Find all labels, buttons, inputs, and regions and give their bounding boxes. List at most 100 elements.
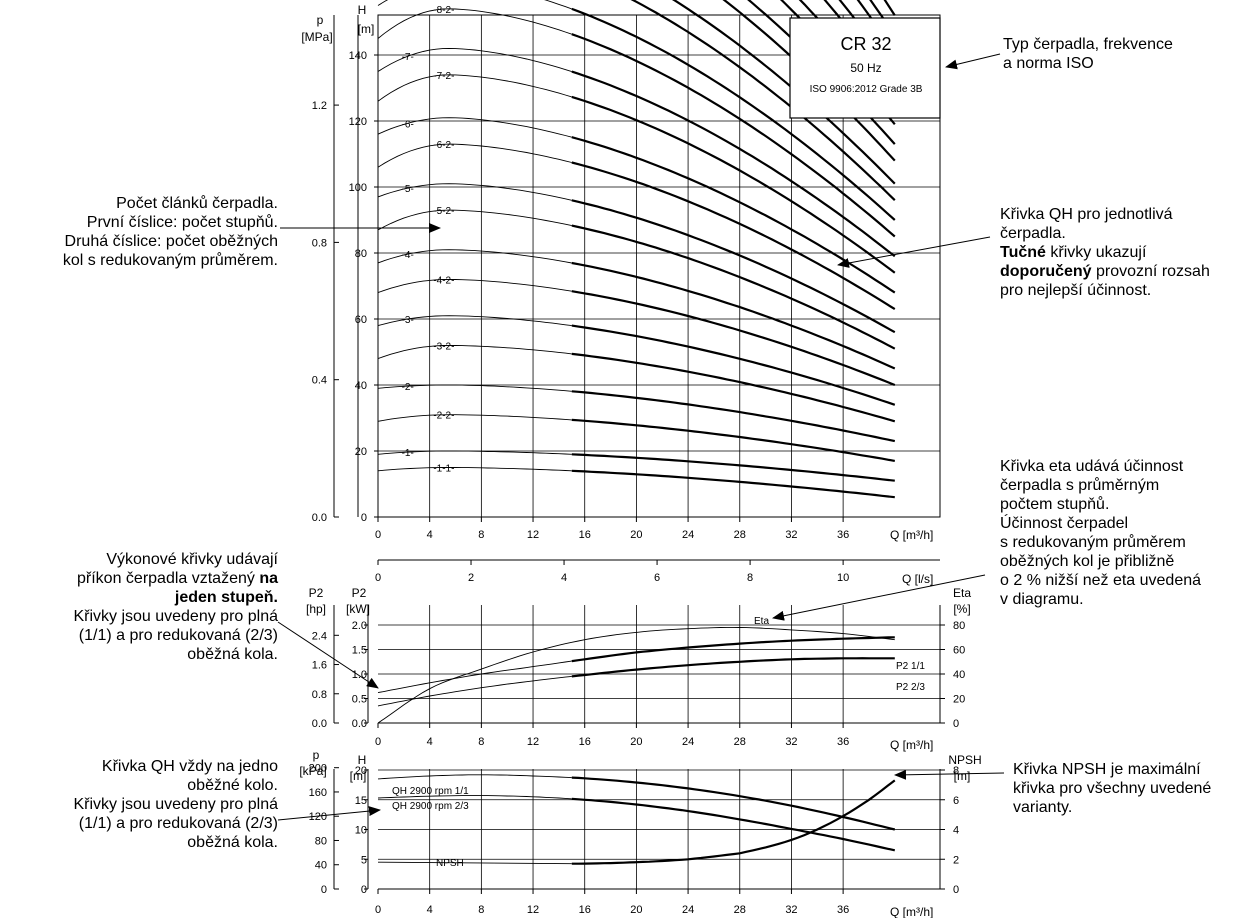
power-eta-panel: 0 4 8 12 16 20 24 28 32 360.00.51.01.52.00.00.81.… <box>306 586 971 752</box>
single-series-bold-2 <box>571 779 896 865</box>
qh-curve-thin <box>377 344 572 360</box>
single-kpa-tick-label: 40 <box>315 860 327 872</box>
power-x-tick-label: 12 <box>527 736 539 748</box>
npsh-note-line: křivka pro všechny uvedené <box>1013 780 1212 797</box>
power-eta-tick-label: 20 <box>953 694 965 706</box>
single-x-tick-label: 16 <box>579 904 591 916</box>
type-box-standard: ISO 9906:2012 Grade 3B <box>810 84 923 95</box>
eta-note-line: Křivka eta udává účinnost <box>1000 458 1184 475</box>
segments-note-line: Druhá číslice: počet oběžných <box>64 233 278 250</box>
single-kpa-tick-label: 0 <box>321 884 327 896</box>
ls-x-tick-label: 2 <box>468 572 474 584</box>
qh-curve-label: -4-2- <box>433 275 454 286</box>
qh-panel: 0481216202428323602040608010012014016018… <box>301 0 941 542</box>
qh-y2-label: p <box>317 13 324 27</box>
power-series-bold-p211 <box>571 636 895 663</box>
qh-x-tick-label: 12 <box>527 529 539 541</box>
power-y-tick-label: 1.5 <box>352 645 367 657</box>
p2-full-series-label: P2 1/1 <box>896 661 925 672</box>
single-x-tick-label: 36 <box>837 904 849 916</box>
flow-ls-axis: 0 2 4 6 8 10 Q [l/s] <box>375 559 940 586</box>
qh-x-tick-label: 28 <box>734 529 746 541</box>
power-eta-label: Eta <box>953 586 971 600</box>
power-hp-unit: [hp] <box>306 602 326 616</box>
single-y-tick-label: 20 <box>355 765 367 777</box>
single-y-tick-label: 10 <box>355 825 367 837</box>
ls-x-label: Q [l/s] <box>902 572 933 586</box>
power-series-eta <box>377 626 895 724</box>
type-box-model: CR 32 <box>840 34 891 54</box>
qh-y-tick-label: 20 <box>355 446 367 458</box>
eta-note: Křivka eta udává účinnost čerpadla s prů… <box>1000 457 1250 609</box>
qh-curve-thin <box>377 8 572 39</box>
qh-y-label: H <box>358 3 367 17</box>
power-eta-unit: [%] <box>953 602 970 616</box>
qh-note-line: doporučený provozní rozsah <box>1000 262 1240 281</box>
single-kpa-tick-label: 160 <box>309 787 327 799</box>
power-eta-tick-label: 60 <box>953 645 965 657</box>
single-npsh-label: NPSH <box>948 753 981 767</box>
single-npsh-tick-label: 0 <box>953 884 959 896</box>
qh-x-tick-label: 36 <box>837 529 849 541</box>
arrow-qh-curves <box>837 236 991 268</box>
qh-curve-label: -1-1- <box>433 464 454 475</box>
qh-y-tick-label: 60 <box>355 314 367 326</box>
qh-curve-thin <box>377 414 572 422</box>
qh-curve-bold <box>571 418 895 462</box>
power-y-tick-label: 2.0 <box>352 620 367 632</box>
qh-curve-label: -1- <box>402 448 414 459</box>
arrow-power <box>277 621 379 689</box>
power-note-line: příkon čerpadla vztažený na <box>10 569 278 588</box>
qh-x-tick-label: 32 <box>785 529 797 541</box>
qh-curve-thin <box>377 0 572 10</box>
single-npsh-tick-label: 8 <box>953 765 959 777</box>
single-series-bold-1 <box>571 797 896 852</box>
qh-curve-bold <box>571 290 896 387</box>
qh-curve-thin <box>377 143 572 168</box>
qh-note-line: čerpadla. <box>1000 225 1066 242</box>
type-note-line: a norma ISO <box>1003 55 1094 72</box>
single-npsh-thin <box>377 861 572 865</box>
single-y-tick-label: 0 <box>361 884 367 896</box>
qh-curve-thin <box>377 117 572 138</box>
qh-curve-thin <box>377 278 572 294</box>
power-note-bold: na <box>259 570 278 587</box>
single-y-tick-label: 15 <box>355 795 367 807</box>
power-hp-tick-label: 2.4 <box>312 630 327 642</box>
power-y-label: P2 <box>352 586 367 600</box>
power-x-tick-label: 32 <box>785 736 797 748</box>
qh-curve-label: -5-2- <box>433 206 454 217</box>
power-x-tick-label: 20 <box>630 736 642 748</box>
single-qh-note: Křivka QH vždy na jedno oběžné kolo. Kři… <box>10 757 278 852</box>
power-x-tick-label: 28 <box>734 736 746 748</box>
ls-x-tick-label: 10 <box>837 572 849 584</box>
npsh-note-line: varianty. <box>1013 799 1073 816</box>
qh-x-tick-label: 16 <box>579 529 591 541</box>
qh-curve-label: -6-2- <box>433 140 454 151</box>
power-hp-tick-label: 0.8 <box>312 689 327 701</box>
single-x-tick-label: 12 <box>527 904 539 916</box>
qh-y-tick-label: 40 <box>355 380 367 392</box>
power-x-label: Q [m³/h] <box>890 738 933 752</box>
qh-curve-label: -8-2- <box>433 5 454 16</box>
qh-curve-bold <box>571 199 896 334</box>
qh-mpa-tick-label: 1.2 <box>312 100 327 112</box>
power-series-p211 <box>377 660 572 694</box>
qh-curve-label: -2-2- <box>433 411 454 422</box>
single-kpa-tick-label: 120 <box>309 811 327 823</box>
single-qh-note-line: oběžná kola. <box>187 834 278 851</box>
power-y-tick-label: 0.0 <box>352 718 367 730</box>
qh-curve-label: -7-2- <box>433 71 454 82</box>
segments-note-line: kol s redukovaným průměrem. <box>62 252 278 269</box>
power-series-p223 <box>377 675 572 707</box>
qh-curve-bold <box>571 161 896 311</box>
single-x-tick-label: 28 <box>734 904 746 916</box>
single-y-tick-label: 5 <box>361 854 367 866</box>
single-npsh-tick-label: 6 <box>953 795 959 807</box>
power-note-line: Křivky jsou uvedeny pro plná <box>73 608 278 625</box>
power-note: Výkonové křivky udávají příkon čerpadla … <box>10 550 278 664</box>
qh-note-bold: doporučený <box>1000 263 1092 280</box>
power-eta-tick-label: 0 <box>953 718 959 730</box>
power-y-unit: [kW] <box>346 602 370 616</box>
